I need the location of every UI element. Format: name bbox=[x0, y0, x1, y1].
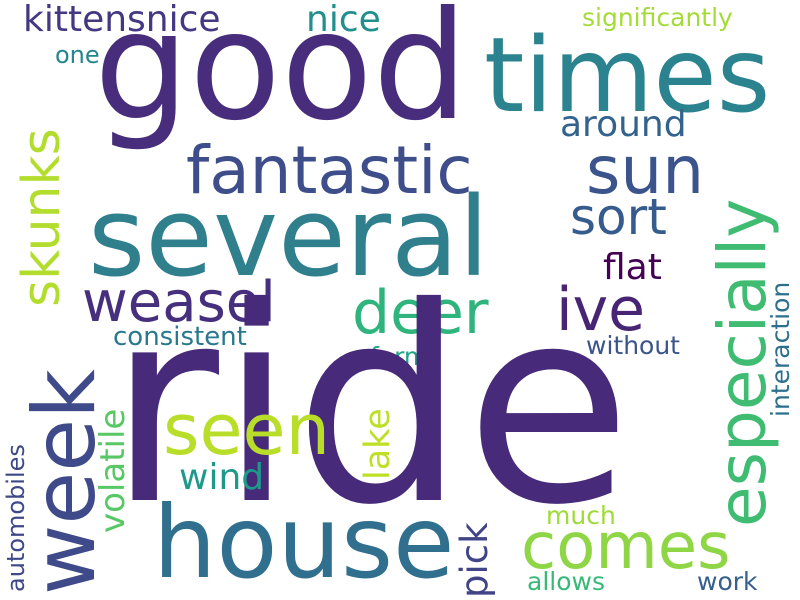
word-skunks: skunks bbox=[12, 128, 72, 307]
word-ride: ride bbox=[108, 249, 632, 564]
word-weasel: weasel bbox=[82, 270, 276, 335]
word-form: form bbox=[370, 342, 429, 371]
word-volatile: volatile bbox=[93, 408, 133, 533]
word-good: good bbox=[94, 0, 468, 154]
word-flat: flat bbox=[603, 247, 662, 288]
word-consistent: consistent bbox=[113, 322, 247, 352]
word-wind: wind bbox=[179, 457, 265, 498]
word-sort: sort bbox=[570, 188, 667, 246]
word-house: house bbox=[153, 484, 455, 600]
word-times: times bbox=[484, 16, 771, 136]
word-kittensnice: kittensnice bbox=[23, 0, 221, 40]
word-comes: comes bbox=[521, 510, 731, 584]
word-work: work bbox=[697, 567, 758, 596]
word-lake: lake bbox=[358, 408, 398, 480]
word-deer: deer bbox=[352, 278, 489, 348]
word-allows: allows bbox=[527, 567, 605, 596]
word-interaction: interaction bbox=[766, 281, 795, 417]
word-significantly: significantly bbox=[582, 3, 733, 32]
word-one: one bbox=[55, 41, 100, 69]
word-several: several bbox=[88, 173, 489, 301]
word-pick: pick bbox=[453, 522, 496, 598]
word-automobiles: automobiles bbox=[2, 444, 30, 592]
word-sun: sun bbox=[586, 132, 705, 209]
word-fantastic: fantastic bbox=[186, 132, 473, 209]
word-seen: seen bbox=[163, 389, 330, 471]
word-around: around bbox=[560, 104, 687, 145]
word-without: without bbox=[586, 331, 680, 360]
word-much: much bbox=[546, 501, 616, 530]
word-nice: nice bbox=[306, 0, 381, 40]
word-ive: ive bbox=[556, 275, 646, 345]
